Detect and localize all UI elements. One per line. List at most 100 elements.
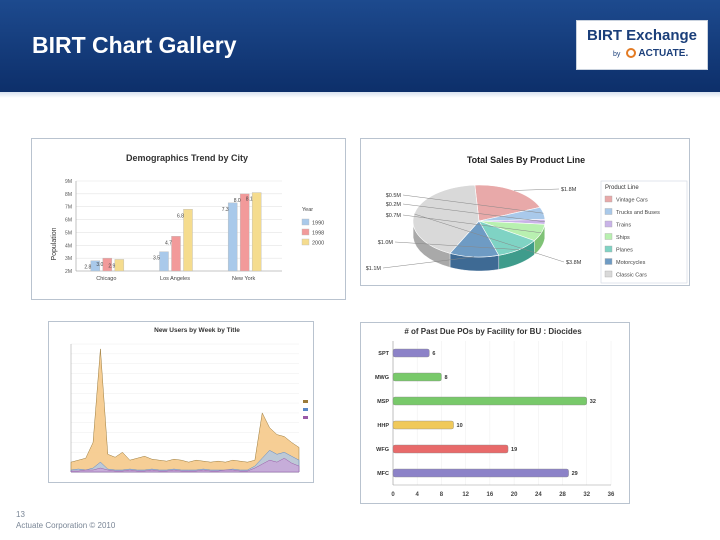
birt-exchange-logo[interactable]: BIRT Exchange by ACTUATE. [576, 20, 708, 70]
hbar-title: # of Past Due POs by Facility for BU : D… [404, 327, 582, 336]
demographics-bar [183, 209, 193, 272]
area-series-fill [70, 457, 300, 473]
hbar-value-label: 32 [590, 399, 596, 405]
pie-legend-swatch [604, 245, 613, 253]
demographics-data-label: 8.1 [246, 197, 253, 203]
pie-leader-line [382, 256, 475, 269]
pie-legend-label: Trains [616, 223, 631, 229]
pie-legend-label: Planes [616, 248, 633, 254]
hbar-value-label: 29 [572, 471, 578, 477]
hbar-xtick: 32 [583, 492, 590, 498]
new-users-area-chart: New Users by Week by Title [70, 327, 308, 473]
pie-legend-title: Product Line [605, 185, 639, 191]
new-users-chart-panel: New Users by Week by Title [48, 321, 314, 483]
pie-slice-label: $3.8M [566, 260, 582, 266]
demographics-data-label: 4.7 [165, 240, 172, 246]
page-title: BIRT Chart Gallery [32, 32, 237, 58]
pie-leader-line [402, 203, 546, 223]
pie-slice-label: $1.0M [378, 240, 394, 246]
area-legend-swatch [303, 400, 308, 403]
demographics-ytick: 7M [65, 205, 72, 211]
pie-legend-swatch [604, 220, 613, 228]
demographics-legend-label: 2000 [312, 241, 324, 247]
demographics-category-label: Chicago [96, 276, 116, 282]
pie-legend-swatch [604, 233, 613, 240]
pie-leader-line [394, 241, 519, 250]
pie-legend-swatch [604, 258, 613, 265]
demographics-ytick: 9M [65, 179, 72, 185]
demographics-bar [102, 257, 113, 272]
product-line-pie-chart: Total Sales By Product Line $1.8M $0.5M $0… [366, 155, 688, 284]
hbar-category-label: MWG [375, 375, 389, 381]
hbar-xtick: 36 [608, 492, 615, 498]
demographics-ytick: 8M [65, 192, 72, 198]
hbar-value-label: 6 [432, 351, 435, 357]
demographics-bar [90, 260, 101, 272]
hbar-value-label: 8 [444, 375, 447, 381]
hbar-category-label: WFG [376, 447, 389, 453]
hbar-value-label: 10 [457, 423, 463, 429]
demographics-ytick: 5M [65, 230, 72, 236]
demographics-data-label: 8.0 [234, 198, 241, 204]
hbar-category-label: MSP [377, 399, 389, 405]
hbar-bar [392, 444, 509, 454]
demographics-bar [251, 192, 262, 272]
demographics-chart: Demographics Trend by City Population 9M… [51, 153, 324, 282]
hbar-category-label: MFC [377, 471, 389, 477]
demographics-bar [114, 259, 125, 272]
pie-legend-label: Classic Cars [616, 273, 647, 279]
hbar-xtick: 20 [511, 492, 518, 498]
pie-slice-label: $0.7M [386, 213, 402, 219]
logo-brand: BIRT Exchange [587, 27, 698, 44]
hbar-xtick: 28 [559, 492, 566, 498]
hbar-xtick: 12 [462, 492, 469, 498]
demographics-data-label: 2.9 [108, 263, 115, 269]
demographics-data-label: 3.0 [96, 262, 103, 268]
actuate-swirl-icon [626, 48, 637, 58]
area-legend-swatch [303, 416, 308, 419]
hbar-bar [392, 420, 454, 430]
page-number: 13 [16, 510, 25, 519]
pie-title: Total Sales By Product Line [467, 155, 585, 165]
hbar-xtick: 16 [487, 492, 494, 498]
pie-slice-label: $1.8M [561, 187, 577, 193]
demographics-data-label: 2.8 [84, 265, 91, 271]
demographics-data-label: 6.8 [177, 213, 184, 219]
hbar-xtick: 24 [535, 492, 542, 498]
hbar-xtick: 0 [391, 492, 395, 498]
logo-company: ACTUATE. [638, 48, 689, 59]
hbar-bar [392, 468, 569, 478]
demographics-chart-panel: Demographics Trend by City Population 9M… [31, 138, 346, 300]
demographics-ylabel: Population [51, 227, 58, 260]
demographics-bar [227, 202, 238, 272]
demographics-data-label: 7.3 [222, 207, 229, 213]
demographics-ytick: 2M [65, 269, 72, 275]
logo-by: by [613, 51, 621, 58]
pie-slice-label: $0.5M [386, 193, 402, 199]
hbar-category-label: SPT [378, 351, 389, 357]
area-legend-swatch [303, 408, 308, 411]
demographics-category-label: New York [232, 276, 255, 282]
hbar-value-label: 19 [511, 447, 517, 453]
header-bar: BIRT Chart Gallery BIRT Exchange by ACTUA… [0, 0, 720, 92]
footer: 13 Actuate Corporation © 2010 [16, 509, 115, 531]
pie-leader-line [414, 213, 565, 263]
demographics-legend-label: 1990 [312, 221, 324, 227]
pie-legend-box [600, 180, 688, 284]
demographics-ytick: 4M [65, 243, 72, 249]
pie-leader-line [513, 188, 560, 191]
pie-legend-label: Motorcycles [616, 260, 646, 266]
pie-slice [474, 184, 541, 222]
demographics-legend-swatch [301, 228, 310, 236]
demographics-bar [171, 236, 181, 272]
past-due-pos-chart-panel: # of Past Due POs by Facility for BU : D… [360, 322, 630, 504]
pie-slice-label: $1.1M [366, 266, 382, 272]
demographics-legend-swatch [301, 238, 310, 246]
area-series-fill [70, 348, 300, 473]
pie-legend-swatch [604, 195, 613, 203]
hbar-bar [392, 372, 442, 382]
header-band [0, 92, 720, 98]
demographics-ytick: 6M [65, 218, 72, 224]
copyright: Actuate Corporation © 2010 [16, 521, 116, 530]
demographics-bar [239, 193, 250, 272]
